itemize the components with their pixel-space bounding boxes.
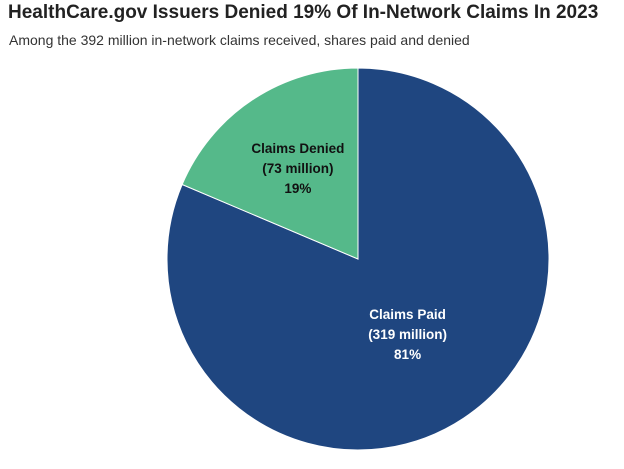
slice-label-line: (319 million) [368, 327, 447, 342]
slice-label-line: Claims Paid [369, 307, 446, 322]
chart-subtitle: Among the 392 million in-network claims … [9, 32, 470, 48]
pie-slice-claims-denied [181, 67, 359, 260]
slice-label-line: Claims Denied [251, 141, 344, 156]
slice-label-line: 19% [284, 181, 311, 196]
pie-slices [166, 67, 550, 451]
pie-labels: Claims Paid (319 million) 81% Claims Denied… [251, 141, 447, 362]
slice-label-claims-denied: Claims Denied (73 million) 19% [251, 141, 344, 196]
slice-label-line: (73 million) [262, 161, 333, 176]
slice-label-claims-paid: Claims Paid (319 million) 81% [368, 307, 447, 362]
slice-label-line: 81% [394, 347, 421, 362]
chart-title: HealthCare.gov Issuers Denied 19% Of In-… [8, 2, 599, 23]
